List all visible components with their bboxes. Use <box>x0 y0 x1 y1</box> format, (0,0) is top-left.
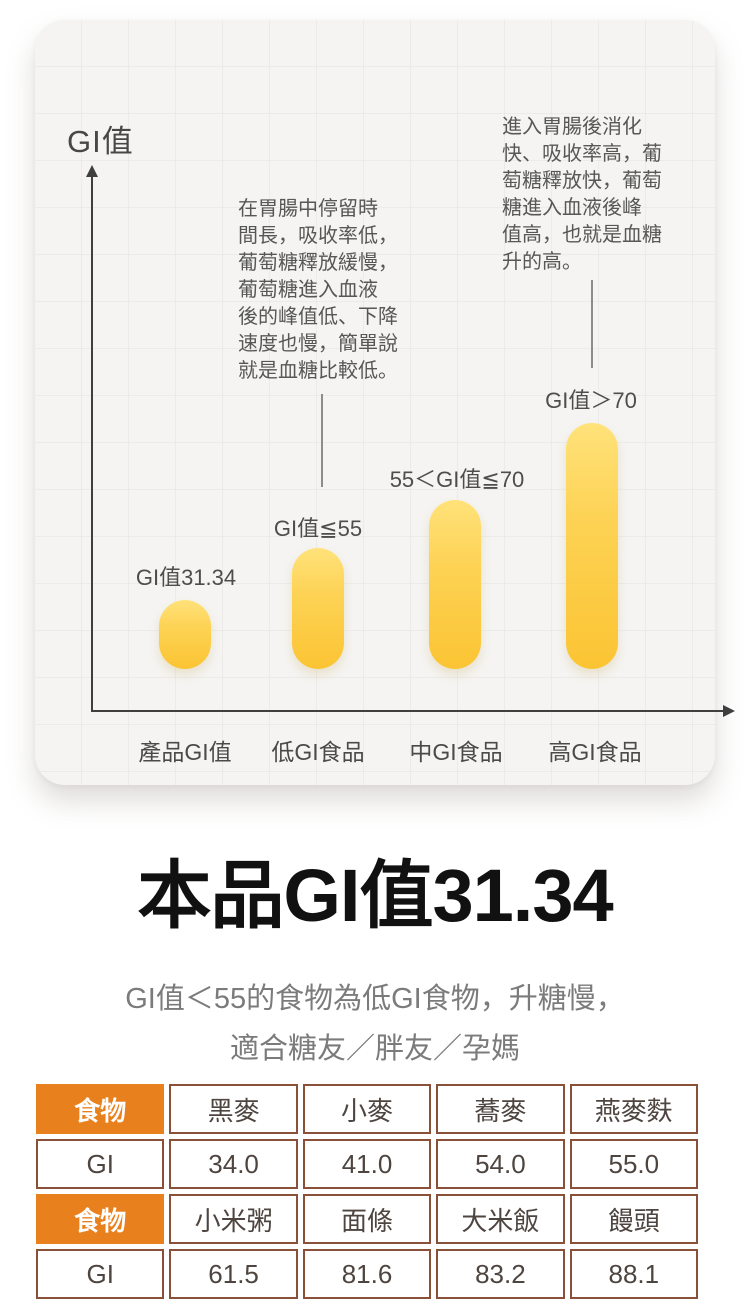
subtitle-line-1: GI值＜55的食物為低GI食物，升糖慢， <box>125 983 625 1015</box>
table-cell: 54.0 <box>436 1139 565 1189</box>
bar-annotation-low: GI值≦55 <box>273 516 363 541</box>
bar-mid-gi <box>429 500 481 669</box>
table-header-cell: 食物 <box>36 1194 165 1244</box>
note-connector-line <box>591 280 593 368</box>
gi-chart-panel: GI值 在胃腸中停留時 間長，吸收率低， 葡萄糖釋放緩慢， 葡萄糖進入血液 後的… <box>35 20 735 785</box>
table-header-cell: 食物 <box>36 1084 165 1134</box>
note-line: 就是血糖比較低。 <box>238 360 398 382</box>
x-axis-arrow-icon <box>723 705 735 717</box>
note-line: 葡萄糖進入血液 <box>238 279 378 301</box>
table-cell: 61.5 <box>169 1249 298 1299</box>
low-gi-explanation-note: 在胃腸中停留時 間長，吸收率低， 葡萄糖釋放緩慢， 葡萄糖進入血液 後的峰值低、… <box>238 196 398 385</box>
note-connector-line <box>321 394 323 487</box>
note-line: 萄糖釋放快，葡萄 <box>502 170 662 192</box>
note-line: 葡萄糖釋放緩慢， <box>238 252 398 274</box>
note-line: 糖進入血液後峰 <box>502 197 642 219</box>
y-axis-arrow-icon <box>86 165 98 177</box>
bar-product-gi <box>159 600 211 669</box>
y-axis-title: GI值 <box>67 124 134 159</box>
product-gi-subtitle: GI值＜55的食物為低GI食物，升糖慢， 適合糖友／胖友／孕媽 <box>0 974 750 1074</box>
table-cell: 蕎麥 <box>436 1084 565 1134</box>
note-line: 速度也慢，簡單說 <box>238 333 398 355</box>
note-line: 快、吸收率高，葡 <box>502 143 662 165</box>
table-cell: 41.0 <box>302 1139 432 1189</box>
high-gi-explanation-note: 進入胃腸後消化 快、吸收率高，葡 萄糖釋放快，葡萄 糖進入血液後峰 值高，也就是… <box>502 114 662 276</box>
bar-annotation-mid: 55＜GI值≦70 <box>389 467 525 492</box>
table-cell: 55.0 <box>569 1139 698 1189</box>
bar-annotation-high: GI值＞70 <box>545 388 637 413</box>
table-cell: 88.1 <box>569 1249 698 1299</box>
table-row-label: GI <box>36 1249 165 1299</box>
table-cell: 83.2 <box>436 1249 565 1299</box>
table-cell: 面條 <box>302 1194 432 1244</box>
table-cell: 燕麥麩 <box>569 1084 698 1134</box>
note-line: 值高，也就是血糖 <box>502 224 662 246</box>
x-axis-label-high: 高GI食品 <box>548 739 642 765</box>
note-line: 升的高。 <box>502 251 582 273</box>
note-line: 間長，吸收率低， <box>238 225 398 247</box>
product-gi-title: 本品GI值31.34 <box>137 854 613 937</box>
bar-low-gi <box>292 548 344 669</box>
table-cell: 黑麥 <box>169 1084 298 1134</box>
note-line: 進入胃腸後消化 <box>502 116 642 138</box>
subtitle-line-2: 適合糖友／胖友／孕媽 <box>229 1033 520 1065</box>
table-cell: 小麥 <box>302 1084 432 1134</box>
table-cell: 81.6 <box>302 1249 432 1299</box>
table-cell: 34.0 <box>169 1139 298 1189</box>
note-line: 後的峰值低、下降 <box>238 306 398 328</box>
table-cell: 饅頭 <box>569 1194 698 1244</box>
bar-annotation-product: GI值31.34 <box>135 565 237 590</box>
note-line: 在胃腸中停留時 <box>238 198 378 220</box>
bar-high-gi <box>566 423 618 669</box>
table-row-label: GI <box>36 1139 165 1189</box>
x-axis-label-low: 低GI食品 <box>271 739 365 765</box>
y-axis-line <box>91 176 93 711</box>
table-cell: 大米飯 <box>436 1194 565 1244</box>
gi-comparison-table: 食物 黑麥 小麥 蕎麥 燕麥麩 GI 34.0 41.0 54.0 55.0 食… <box>36 1084 698 1299</box>
table-cell: 小米粥 <box>169 1194 298 1244</box>
x-axis-line <box>91 710 724 712</box>
x-axis-label-product: 產品GI值 <box>138 739 232 765</box>
x-axis-label-mid: 中GI食品 <box>409 739 503 765</box>
